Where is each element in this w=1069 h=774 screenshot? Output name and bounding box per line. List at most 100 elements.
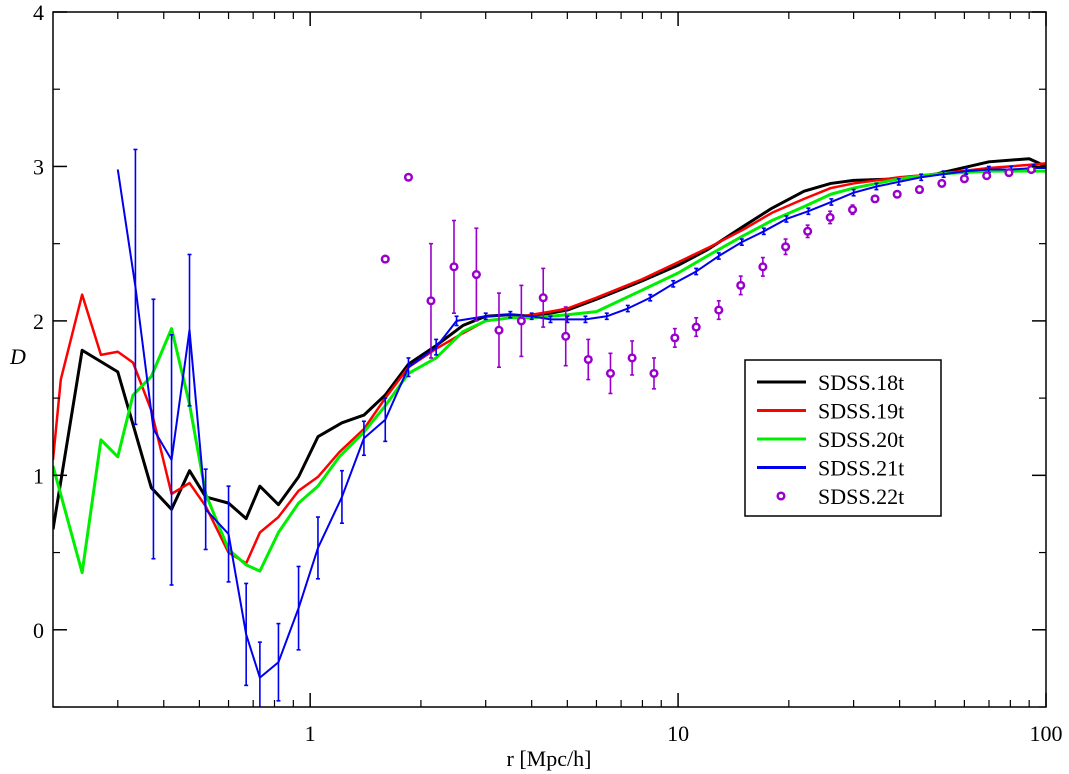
series-sdss-22t-marker [937, 178, 947, 188]
series-sdss-22t-marker [870, 194, 880, 204]
series-sdss-21t [116, 148, 1046, 707]
legend-entry-sdss-19t-label: SDSS.19t [818, 399, 904, 424]
x-tick-label: 1 [305, 721, 316, 746]
series-sdss-22t-marker [471, 270, 481, 280]
series-sdss-21t-errorbar [874, 182, 879, 191]
series-sdss-21t-errorbar [583, 315, 588, 324]
series-sdss-21t-errorbar [454, 315, 459, 327]
series-sdss-21t-errorbar [648, 293, 653, 302]
series-sdss-21t-errorbar [276, 622, 281, 702]
axis-ticks: 1 10 100 0 1 2 3 4 [33, 0, 1063, 746]
y-axis-label: D [9, 344, 26, 369]
legend-entry-sdss-19t: SDSS.19t [757, 399, 904, 424]
series-sdss-18t [53, 157, 1046, 530]
series-sdss-21t-errorbar [694, 267, 699, 276]
series-sdss-22t-marker [959, 174, 969, 184]
series-sdss-22t-marker [914, 185, 925, 195]
series-sdss-21t-errorbar [739, 238, 744, 247]
series-sdss-22t-marker [825, 212, 835, 222]
series-sdss-21t-errorbar [784, 215, 789, 223]
series-sdss-22t-marker [803, 226, 813, 236]
series-sdss-22t-marker [627, 353, 637, 363]
series-sdss-22t-marker [1026, 164, 1036, 175]
plot-content [53, 148, 1046, 707]
series-sdss-21t-errorbar [529, 312, 534, 321]
plot-frame [52, 11, 1047, 708]
series-sdss-21t-errorbar [203, 468, 208, 551]
series-sdss-22t [380, 164, 1036, 395]
legend-entry-sdss-18t-label: SDSS.18t [818, 370, 904, 395]
series-sdss-22t-marker [516, 316, 526, 326]
series-sdss-22t-marker [758, 262, 768, 272]
series-sdss-22t-marker [494, 325, 504, 335]
series-sdss-21t-errorbar [829, 198, 834, 206]
series-sdss-21t-errorbar [964, 167, 969, 175]
series-sdss-21t-errorbar [434, 338, 439, 356]
series-sdss-21t-errorbar [169, 333, 174, 586]
series-sdss-21t-errorbar [151, 298, 156, 560]
series-sdss-22t-marker [649, 368, 659, 378]
series-sdss-21t-errorbar [296, 565, 301, 651]
y-tick-label: 2 [33, 309, 44, 334]
series-sdss-22t-marker [781, 242, 791, 252]
y-tick-label: 0 [33, 618, 44, 643]
series-sdss-21t-errorbar [315, 516, 320, 580]
legend-entry-sdss-21t: SDSS.21t [757, 456, 904, 481]
series-sdss-21t-errorbar [941, 170, 946, 179]
legend-entry-sdss-18t: SDSS.18t [757, 370, 904, 395]
series-sdss-22t-marker [892, 189, 902, 199]
series-sdss-21t-errorbar [257, 641, 262, 707]
y-tick-label: 3 [33, 154, 44, 179]
series-sdss-22t-marker [426, 296, 436, 306]
series-sdss-22t-marker [561, 331, 571, 341]
series-sdss-21t-errorbar [761, 227, 766, 236]
series-sdss-22t-marker [538, 293, 548, 303]
series-sdss-21t-errorbar [226, 485, 231, 583]
series-sdss-18t-line [53, 157, 1046, 530]
series-sdss-22t-marker [982, 171, 992, 181]
y-tick-label: 1 [33, 463, 44, 488]
x-axis-label: r [Mpc/h] [507, 746, 592, 771]
series-sdss-22t-marker [714, 305, 724, 315]
legend-entry-sdss-22t: SDSS.22t [776, 484, 904, 509]
series-sdss-20t [53, 169, 1046, 575]
series-sdss-21t-errorbar [604, 312, 609, 321]
series-sdss-21t-errorbar [548, 315, 553, 324]
series-sdss-22t-marker [1004, 168, 1014, 178]
series-sdss-21t-errorbar [133, 148, 138, 426]
series-sdss-21t-errorbar [806, 207, 811, 216]
series-sdss-21t-errorbar [406, 357, 411, 378]
series-sdss-21t-errorbar [244, 582, 249, 687]
series-sdss-22t-marker [670, 333, 680, 343]
series-sdss-21t-errorbar [361, 420, 366, 457]
legend-entry-sdss-20t: SDSS.20t [757, 427, 904, 452]
legend-entry-sdss-20t-label: SDSS.20t [818, 427, 904, 452]
series-sdss-21t-errorbar [483, 312, 488, 321]
y-tick-label: 4 [33, 0, 44, 25]
series-sdss-22t-marker [380, 254, 390, 264]
legend: SDSS.18t SDSS.19t SDSS.20t SDSS.21t SDSS.22t [744, 359, 942, 517]
series-sdss-22t-marker [848, 205, 858, 215]
series-sdss-22t-marker [403, 172, 414, 182]
series-sdss-21t-errorbar [671, 279, 676, 288]
series-sdss-21t-errorbar [339, 469, 344, 525]
series-sdss-20t-line [53, 169, 1046, 575]
x-tick-label: 100 [1030, 721, 1063, 746]
series-sdss-22t-marker [691, 322, 701, 332]
legend-entry-sdss-21t-label: SDSS.21t [818, 456, 904, 481]
series-sdss-21t-errorbar [716, 252, 721, 260]
legend-entry-sdss-22t-marker [776, 491, 786, 501]
series-sdss-22t-marker [449, 262, 459, 272]
series-sdss-22t-marker [605, 368, 616, 378]
series-sdss-21t-errorbar [508, 310, 513, 319]
series-sdss-21t-errorbar [919, 173, 924, 182]
series-sdss-21t-errorbar [187, 253, 192, 407]
series-sdss-21t-errorbar [383, 397, 388, 443]
series-sdss-22t-marker [583, 354, 593, 365]
legend-entry-sdss-22t-label: SDSS.22t [818, 484, 904, 509]
series-sdss-21t-errorbar [896, 178, 901, 186]
x-tick-label: 10 [667, 721, 689, 746]
series-sdss-22t-marker [736, 280, 746, 290]
series-sdss-21t-errorbar [625, 304, 630, 313]
